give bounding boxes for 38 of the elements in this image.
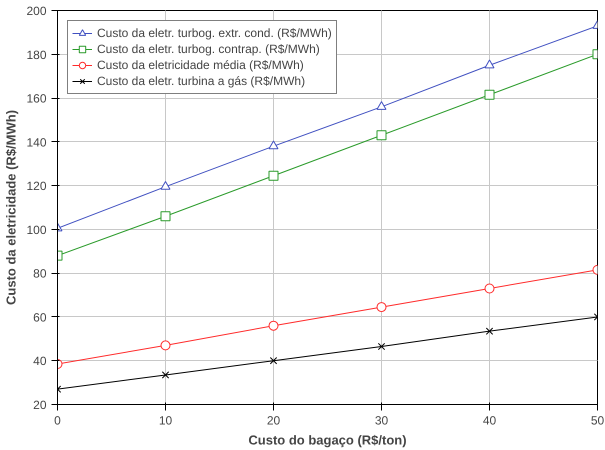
y-tick-label: 60 bbox=[33, 310, 47, 324]
point bbox=[486, 327, 494, 335]
y-tick-label: 120 bbox=[26, 179, 47, 194]
legend-label: Custo da eletricidade média (R$/MWh) bbox=[97, 57, 304, 73]
y-tick-label: 160 bbox=[26, 92, 47, 106]
x-tick-label: 50 bbox=[590, 414, 604, 428]
point bbox=[160, 181, 170, 190]
point bbox=[160, 211, 170, 222]
legend-label: Custo da eletr. turbina a gás (R$/MWh) bbox=[97, 73, 306, 89]
point bbox=[268, 170, 278, 181]
y-axis-title: Custo da eletricidade (R$/MWh) bbox=[3, 110, 18, 306]
y-tick-label: 200 bbox=[26, 4, 47, 18]
y-tick-label: 40 bbox=[33, 354, 47, 368]
point bbox=[268, 320, 278, 331]
point bbox=[268, 140, 278, 150]
point bbox=[160, 340, 170, 350]
x-tick-label: 0 bbox=[54, 414, 62, 428]
point bbox=[376, 302, 386, 312]
y-tick-label: 80 bbox=[33, 266, 47, 281]
x-tick-label: 40 bbox=[482, 414, 496, 428]
y-tick-label: 20 bbox=[33, 398, 47, 412]
point bbox=[376, 101, 386, 110]
x-tick-label: 30 bbox=[374, 414, 388, 428]
x-tick-label: 10 bbox=[158, 414, 172, 428]
y-tick-label: 100 bbox=[26, 222, 47, 237]
point bbox=[484, 284, 494, 294]
x-tick-label: 20 bbox=[266, 414, 280, 428]
legend-label: Custo da eletr. turbog. extr. cond. (R$/MWh) bbox=[97, 25, 332, 41]
point bbox=[484, 90, 494, 100]
point bbox=[162, 371, 170, 379]
legend-label: Custo da eletr. turbog. contrap. (R$/MWh) bbox=[97, 41, 320, 57]
point bbox=[270, 357, 278, 364]
x-axis-title: Custo do bagaço (R$/ton) bbox=[248, 432, 407, 448]
point bbox=[484, 60, 494, 68]
point bbox=[376, 130, 386, 140]
y-tick-label: 140 bbox=[26, 135, 47, 150]
point bbox=[378, 342, 386, 350]
y-tick-label: 180 bbox=[26, 48, 47, 62]
